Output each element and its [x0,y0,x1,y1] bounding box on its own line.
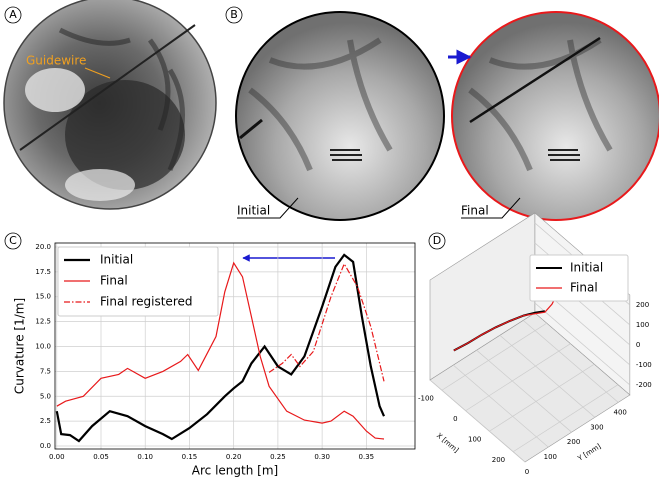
panel-letter: B [230,8,238,21]
y-tick-label: 12.5 [35,318,51,326]
panel-letter: C [9,234,17,247]
y-tick-label: 5.0 [40,392,51,400]
y-tick-label: 2.5 [40,417,51,425]
y-tick-label: 0 [525,468,529,476]
x-tick-label: 0.15 [182,453,198,461]
z-tick-label: 200 [636,301,649,309]
y-tick-label: 10.0 [35,342,51,350]
xray-image-final [452,12,659,220]
x-tick-label: 0 [453,415,457,423]
z-tick-label: -200 [636,381,652,389]
y-tick-label: 17.5 [35,268,51,276]
y-tick-label: 15.0 [35,293,51,301]
y-tick-label: 20.0 [35,243,51,251]
series-line [269,264,384,381]
z-tick-label: 0 [636,341,640,349]
figure: Guidewire Initial Final A B C D 0.000.05… [0,0,659,484]
legend-label: Initial [100,253,133,267]
guidewire-label: Guidewire [26,54,86,68]
legend-label: Final registered [100,295,192,309]
y-tick-label: 400 [614,408,627,416]
y-tick-label: 0.0 [40,442,51,450]
y-tick-label: 7.5 [40,367,51,375]
x-tick-label: 200 [492,456,505,464]
y-axis-label: Curvature [1/m] [13,298,27,394]
xray-image-a [4,0,216,209]
z-tick-label: 100 [636,321,649,329]
x-tick-label: 0.00 [49,453,65,461]
x-tick-label: 0.05 [93,453,109,461]
xray-image-initial [236,12,444,220]
x-tick-label: 100 [468,435,481,443]
x-axis-label: X [mm] [435,432,460,455]
y-tick-label: 200 [567,438,580,446]
final-label: Final [461,204,489,218]
y-tick-label: 100 [544,453,557,461]
x-tick-label: 0.25 [270,453,286,461]
legend-label: Final [570,281,598,295]
x-tick-label: -100 [418,394,434,402]
x-axis-label: Arc length [m] [192,464,278,478]
initial-label: Initial [237,204,270,218]
x-tick-label: 0.35 [359,453,375,461]
panel-letter: A [9,8,17,21]
legend-label: Initial [570,261,603,275]
x-tick-label: 0.10 [137,453,153,461]
y-tick-label: 300 [590,423,603,431]
x-tick-label: 0.20 [226,453,242,461]
x-tick-label: 0.30 [314,453,330,461]
panel-letter: D [433,234,441,247]
legend-label: Final [100,274,128,288]
z-tick-label: -100 [636,361,652,369]
